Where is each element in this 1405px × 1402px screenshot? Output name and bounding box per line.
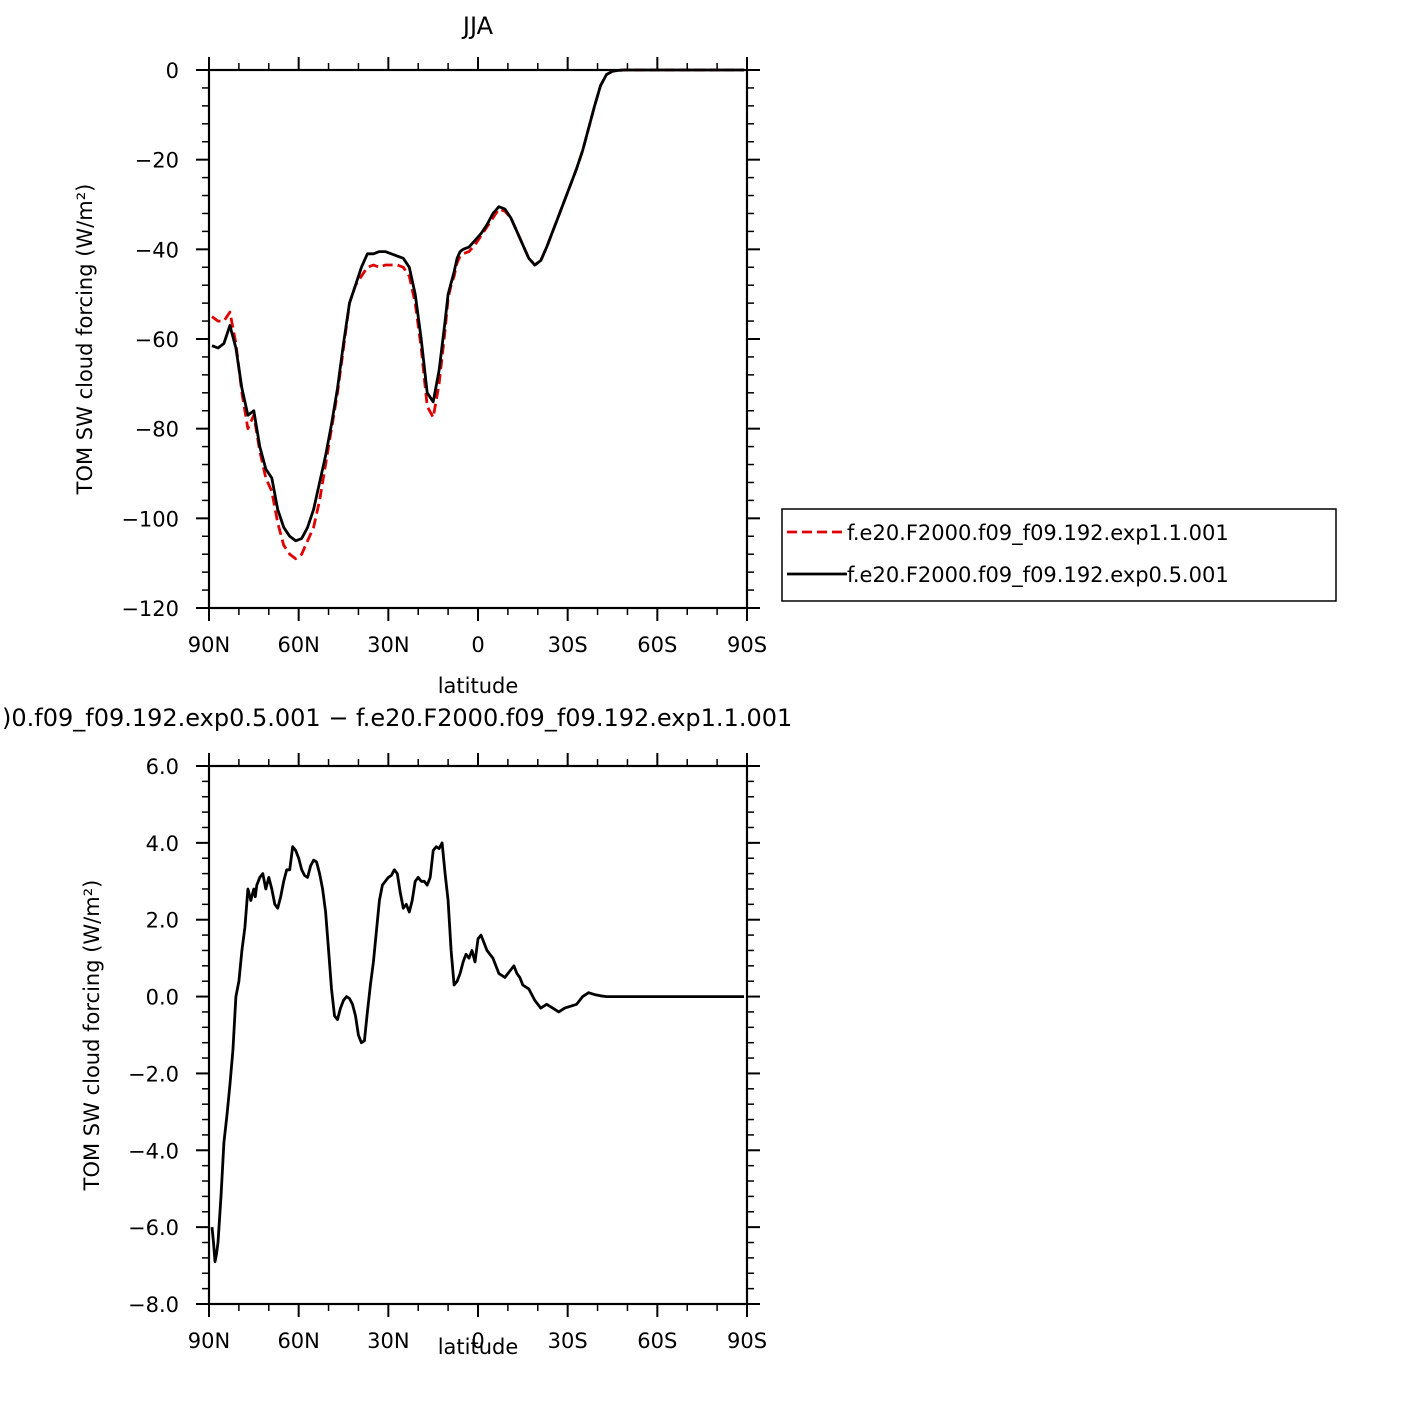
top-y-tick-label: 0 [166, 59, 179, 83]
bottom-ticks [196, 753, 760, 1317]
bottom-y-tick-label: 0.0 [146, 986, 179, 1010]
top-x-axis-label: latitude [438, 674, 519, 698]
bottom-x-tick-label: 90S [727, 1329, 767, 1353]
top-x-tick-label: 90S [727, 633, 767, 657]
legend-label-exp1-1: f.e20.F2000.f09_f09.192.exp1.1.001 [847, 521, 1229, 546]
bottom-tick-labels: 90N 60N 30N 0 30S 60S 90S 6.0 4.0 2.0 0.0 −2.0 −4.0 −… [128, 755, 767, 1353]
bottom-y-tick-label: −2.0 [128, 1062, 179, 1086]
top-x-tick-label: 90N [188, 633, 230, 657]
bottom-y-tick-label: 4.0 [146, 832, 179, 856]
top-y-tick-label: −40 [135, 238, 179, 262]
bottom-y-tick-label: 6.0 [146, 755, 179, 779]
legend-label-exp0-5: f.e20.F2000.f09_f09.192.exp0.5.001 [847, 563, 1229, 588]
bottom-series-line-0 [210, 841, 744, 1264]
top-series-line-1 [211, 68, 744, 543]
top-y-axis-label: TOM SW cloud forcing (W/m²) [73, 184, 97, 496]
bottom-series [210, 841, 744, 1264]
top-y-tick-label: −20 [135, 149, 179, 173]
top-x-tick-label: 60N [277, 633, 319, 657]
top-y-tick-label: −60 [135, 328, 179, 352]
bottom-x-tick-label: 90N [188, 1329, 230, 1353]
bottom-x-tick-label: 30N [367, 1329, 409, 1353]
top-tick-labels: 90N 60N 30N 0 30S 60S 90S 0 −20 −40 −60 −80 −100 −120 [121, 59, 767, 657]
top-series-line-0 [211, 68, 744, 561]
bottom-y-tick-label: −4.0 [128, 1139, 179, 1163]
top-y-tick-label: −100 [121, 507, 179, 531]
bottom-y-axis-label: TOM SW cloud forcing (W/m²) [80, 880, 104, 1192]
bottom-y-tick-label: −8.0 [128, 1293, 179, 1317]
bottom-plot-frame [207, 764, 749, 1306]
top-x-tick-label: 30S [548, 633, 588, 657]
top-series [211, 68, 744, 561]
top-chart-title: JJA [461, 12, 494, 40]
bottom-x-tick-label: 60S [637, 1329, 677, 1353]
top-x-tick-label: 60S [637, 633, 677, 657]
top-y-tick-label: −80 [135, 418, 179, 442]
bottom-x-axis-label: latitude [438, 1335, 519, 1359]
top-panel: JJA 90N 60N 30N 0 30S 60S 90S 0 −20 −40 −60 −80 −100… [73, 12, 767, 698]
legend: f.e20.F2000.f09_f09.192.exp1.1.001 f.e20… [781, 508, 1337, 602]
legend-box [781, 508, 1337, 602]
top-plot-frame [207, 68, 749, 610]
bottom-x-tick-label: 0 [471, 1329, 484, 1353]
top-ticks [196, 57, 760, 621]
bottom-x-tick-label: 30S [548, 1329, 588, 1353]
bottom-y-tick-label: −6.0 [128, 1216, 179, 1240]
top-y-tick-label: −120 [121, 597, 179, 621]
bottom-y-tick-label: 2.0 [146, 909, 179, 933]
top-x-tick-label: 0 [471, 633, 484, 657]
bottom-chart-title: )0.f09_f09.192.exp0.5.001 − f.e20.F2000.… [2, 704, 792, 732]
bottom-x-tick-label: 60N [277, 1329, 319, 1353]
top-x-tick-label: 30N [367, 633, 409, 657]
bottom-panel: )0.f09_f09.192.exp0.5.001 − f.e20.F2000.… [2, 704, 792, 1359]
